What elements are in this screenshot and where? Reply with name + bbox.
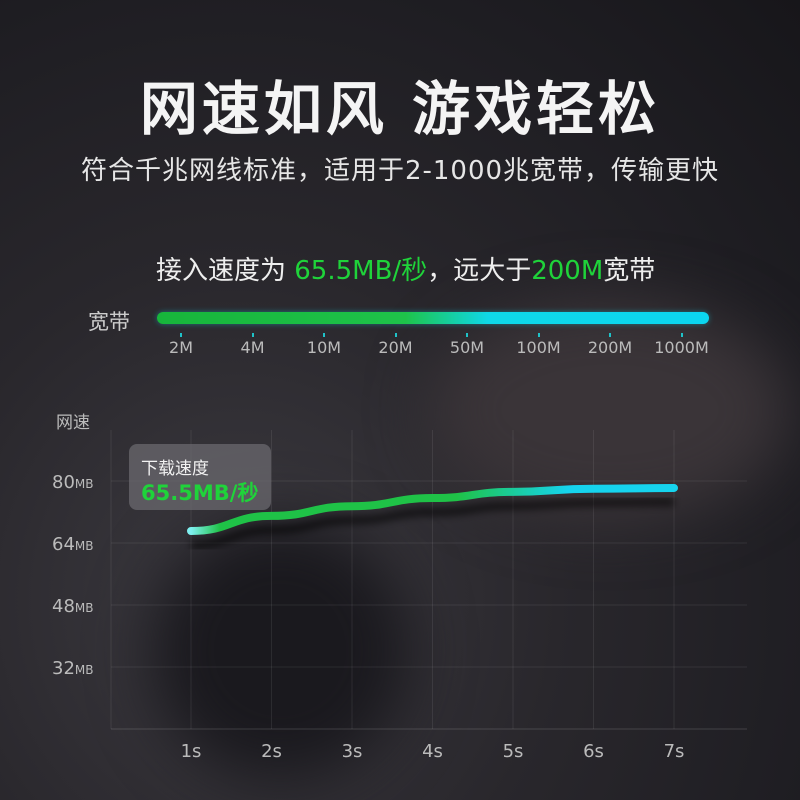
bandwidth-tick-label: 10M xyxy=(306,338,342,357)
bandwidth-tick xyxy=(180,333,182,337)
bandwidth-tick xyxy=(537,333,540,337)
x-tick-label: 4s xyxy=(422,741,443,762)
tooltip-title: 下载速度 xyxy=(141,459,209,479)
bandwidth-label: 宽带 xyxy=(88,310,130,334)
line-shadow xyxy=(190,497,675,549)
y-tick-label: 32MB xyxy=(52,658,94,679)
background-blur xyxy=(150,520,410,780)
bandwidth-tick-label: 100M xyxy=(516,338,561,357)
bandwidth-tick xyxy=(466,333,468,337)
bandwidth-tick-label: 200M xyxy=(587,338,633,357)
y-axis-label: 网速 xyxy=(56,413,90,433)
x-tick-label: 1s xyxy=(181,741,202,762)
speed-statement: 接入速度为 65.5MB/秒，远大于200M宽带 xyxy=(156,250,655,287)
bandwidth-tick-label: 2M xyxy=(169,338,193,357)
bandwidth-tick-label: 1000M xyxy=(654,338,709,357)
speed-prefix: 接入速度为 xyxy=(156,256,295,286)
bandwidth-tick xyxy=(394,333,397,337)
speed-suffix: 宽带 xyxy=(603,256,656,286)
speed-value: 65.5MB/秒 xyxy=(294,256,428,286)
x-tick-label: 5s xyxy=(503,741,524,762)
tooltip-value: 65.5MB/秒 xyxy=(141,481,259,505)
page-title: 网速如风 游戏轻松 xyxy=(139,75,661,143)
bandwidth-value: 200M xyxy=(531,256,604,286)
x-tick-label: 7s xyxy=(664,741,685,762)
y-tick-label: 64MB xyxy=(52,534,94,555)
bandwidth-tick xyxy=(323,333,325,337)
bandwidth-tick xyxy=(251,333,254,337)
speed-line xyxy=(187,483,678,535)
download-speed-tooltip: 下载速度 65.5MB/秒 xyxy=(129,444,271,510)
x-tick-label: 3s xyxy=(342,741,363,762)
bandwidth-tick-label: 4M xyxy=(240,338,265,357)
y-tick-label: 80MB xyxy=(52,472,94,493)
x-tick-label: 6s xyxy=(583,741,604,762)
page-subtitle: 符合千兆网线标准，适用于2-1000兆宽带，传输更快 xyxy=(80,156,720,186)
bandwidth-tick-label: 20M xyxy=(378,338,413,357)
bandwidth-tick xyxy=(680,333,683,337)
bandwidth-bar xyxy=(157,312,709,324)
bandwidth-tick xyxy=(609,333,611,337)
bandwidth-tick-label: 50M xyxy=(449,338,485,357)
x-tick-label: 2s xyxy=(261,741,282,762)
y-tick-label: 48MB xyxy=(52,596,94,617)
speed-middle: ，远大于 xyxy=(427,256,532,286)
